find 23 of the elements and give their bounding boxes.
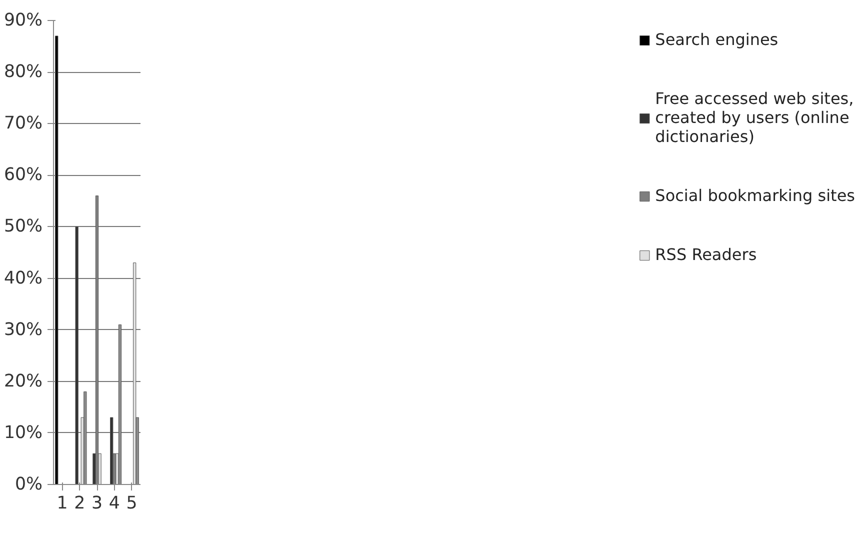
x-tick-label: 5 [126, 494, 138, 514]
bar [55, 36, 58, 484]
y-tick-label: 60% [4, 165, 42, 186]
legend-label: Social bookmarking sites [655, 186, 855, 205]
y-tick-label: 30% [4, 320, 42, 340]
bar [110, 417, 114, 484]
y-tick-label: 90% [4, 10, 42, 30]
x-tick-label: 4 [108, 494, 120, 514]
y-tick-label: 50% [4, 216, 42, 237]
bar [133, 262, 136, 484]
legend-label: RSS Readers [655, 245, 757, 264]
y-tick-label: 70% [4, 114, 42, 134]
bar [75, 226, 78, 484]
y-tick-label: 40% [4, 268, 42, 288]
y-tick-label: 20% [4, 371, 42, 392]
x-tick-label: 2 [74, 494, 86, 514]
y-tick-label: 10% [4, 422, 42, 443]
x-tick-label: 1 [56, 494, 68, 514]
legend-label: Free accessed web sites, created by users (online dictionaries) [655, 89, 854, 146]
legend-label: Search engines [655, 30, 778, 49]
x-tick-label: 3 [91, 494, 103, 514]
y-tick-label: 80% [4, 62, 42, 82]
y-tick-label: 0% [15, 474, 43, 494]
